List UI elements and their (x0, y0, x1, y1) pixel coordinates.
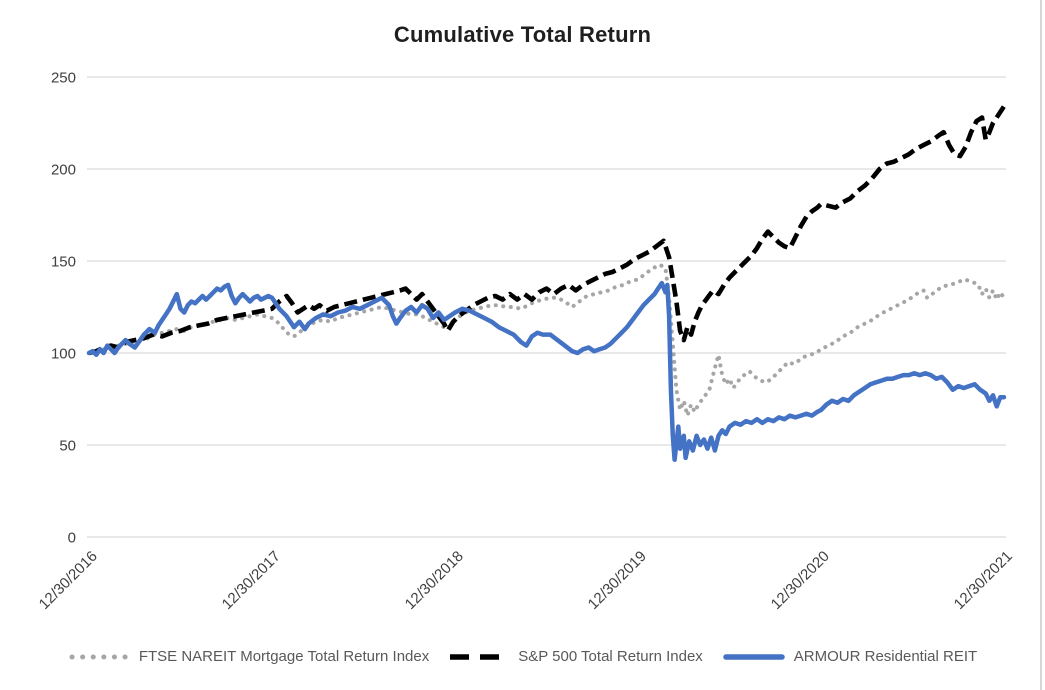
legend: FTSE NAREIT Mortgage Total Return Index … (0, 648, 1045, 665)
legend-label-armour: ARMOUR Residential REIT (793, 648, 978, 665)
plot-area: 0 50 100 150 200 250 12/30/2016 12/30/2017 12/30… (36, 70, 1016, 613)
x-axis-tick-label: 12/30/2017 (219, 548, 284, 613)
dotted-line-swatch-icon (69, 654, 129, 659)
x-axis-tick-label: 12/30/2021 (951, 548, 1016, 613)
chart-title: Cumulative Total Return (393, 22, 652, 47)
x-axis-tick-label: 12/30/2016 (36, 548, 101, 613)
x-axis-tick-label: 12/30/2020 (768, 548, 833, 613)
x-axis-tick-label: 12/30/2019 (585, 548, 650, 613)
chart-right-border (1040, 0, 1042, 690)
x-axis-tick-label: 12/30/2018 (402, 548, 467, 613)
series-line-dashed (88, 105, 1006, 356)
dashed-line-swatch-icon (450, 653, 509, 660)
y-axis-tick-label: 100 (51, 346, 76, 363)
legend-label-ftse-nareit: FTSE NAREIT Mortgage Total Return Index (138, 648, 430, 665)
legend-label-sp500: S&P 500 Total Return Index (518, 648, 703, 665)
y-axis-tick-label: 200 (51, 162, 76, 179)
series-line-solid (86, 280, 1007, 462)
y-axis-tick-label: 250 (51, 70, 76, 87)
legend-item-armour: ARMOUR Residential REIT (723, 648, 977, 665)
solid-line-swatch-icon (723, 653, 785, 660)
y-axis-tick-label: 0 (68, 530, 76, 547)
y-axis-tick-label: 150 (51, 254, 76, 271)
legend-item-ftse-nareit: FTSE NAREIT Mortgage Total Return Index (68, 648, 429, 665)
legend-item-sp500: S&P 500 Total Return Index (449, 648, 703, 665)
y-axis-tick-label: 50 (59, 438, 76, 455)
